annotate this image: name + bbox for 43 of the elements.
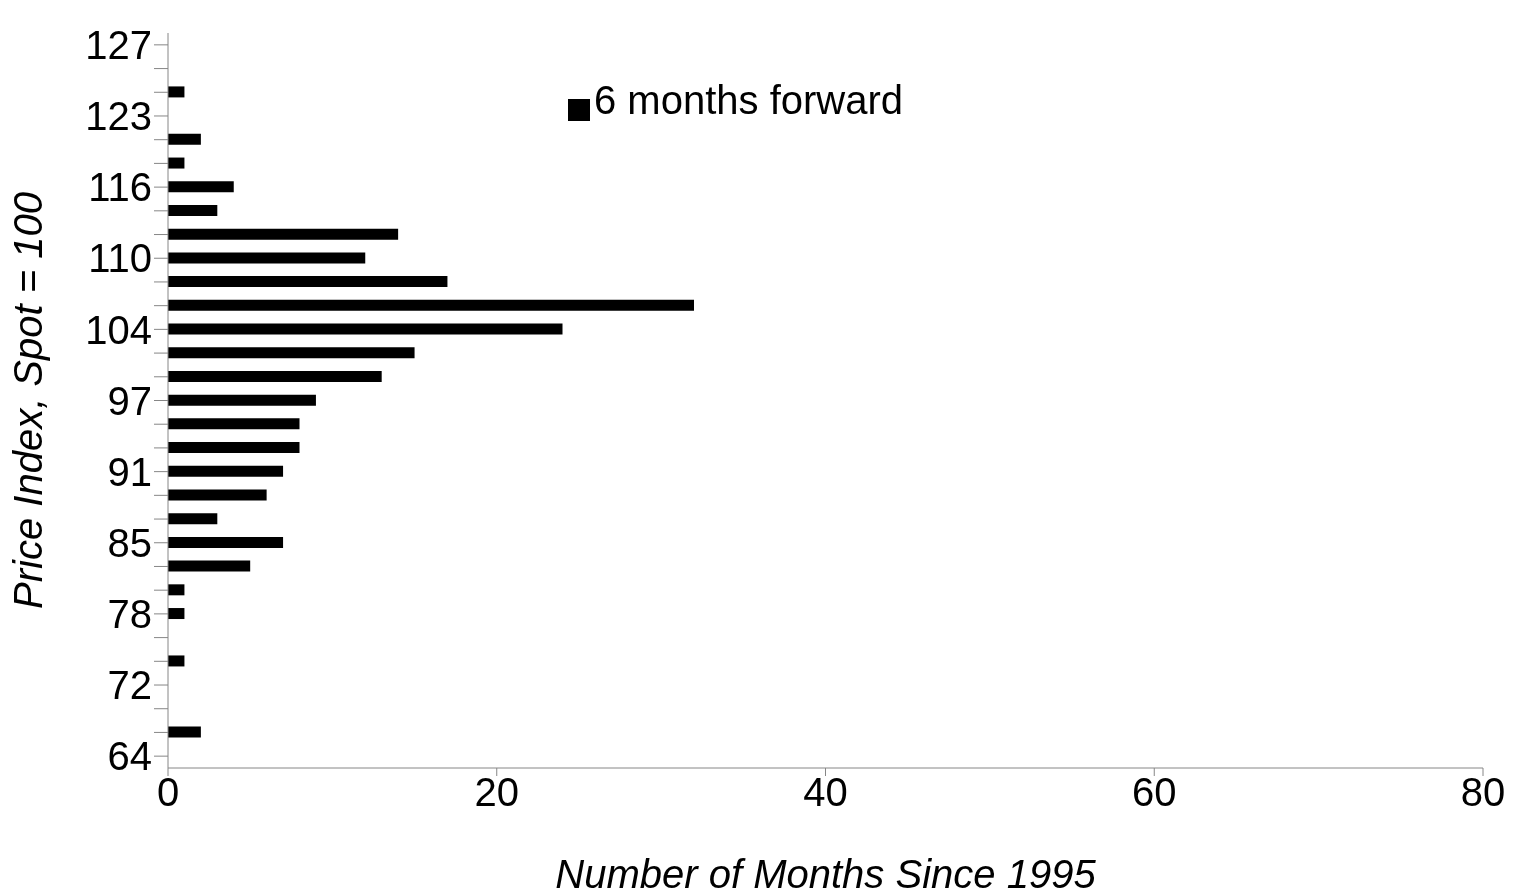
y-tick-label: 64 <box>107 734 152 779</box>
y-tick-label: 72 <box>107 663 152 708</box>
bar <box>168 370 382 382</box>
bar <box>168 442 300 454</box>
bar <box>168 584 185 596</box>
bar <box>168 726 201 738</box>
bar <box>168 489 267 501</box>
bar <box>168 252 366 264</box>
x-tick-label: 0 <box>156 770 180 815</box>
bar <box>168 394 316 406</box>
y-tick-label: 85 <box>107 520 152 565</box>
bar <box>168 513 218 525</box>
bar <box>168 347 415 359</box>
bar <box>168 655 185 667</box>
x-tick-label: 80 <box>1460 770 1506 815</box>
x-tick-label: 20 <box>474 770 519 815</box>
bar <box>168 86 185 98</box>
y-tick-label: 116 <box>88 165 152 210</box>
bar <box>168 323 563 335</box>
bar <box>168 276 448 288</box>
y-tick-label: 91 <box>107 449 152 494</box>
bar <box>168 204 218 216</box>
y-tick-label: 97 <box>107 378 152 423</box>
y-axis-title: Price Index, Spot = 100 <box>6 192 51 609</box>
bar <box>168 465 284 477</box>
bar <box>168 560 251 572</box>
bar <box>168 418 300 430</box>
bar <box>168 157 185 169</box>
y-tick-label: 104 <box>85 307 152 352</box>
x-tick-label: 40 <box>803 770 848 815</box>
legend-label: 6 months forward <box>594 78 904 122</box>
bar <box>168 536 284 548</box>
bar <box>168 133 201 145</box>
bar <box>168 608 185 620</box>
bar <box>168 299 694 311</box>
y-tick-label: 127 <box>85 23 152 68</box>
x-tick-label: 60 <box>1132 770 1177 815</box>
bar <box>168 181 234 193</box>
bar <box>168 228 399 240</box>
y-tick-label: 123 <box>85 94 152 139</box>
x-axis-title: Number of Months Since 1995 <box>555 852 1097 893</box>
y-tick-label: 78 <box>107 592 152 637</box>
y-tick-label: 110 <box>88 236 152 281</box>
